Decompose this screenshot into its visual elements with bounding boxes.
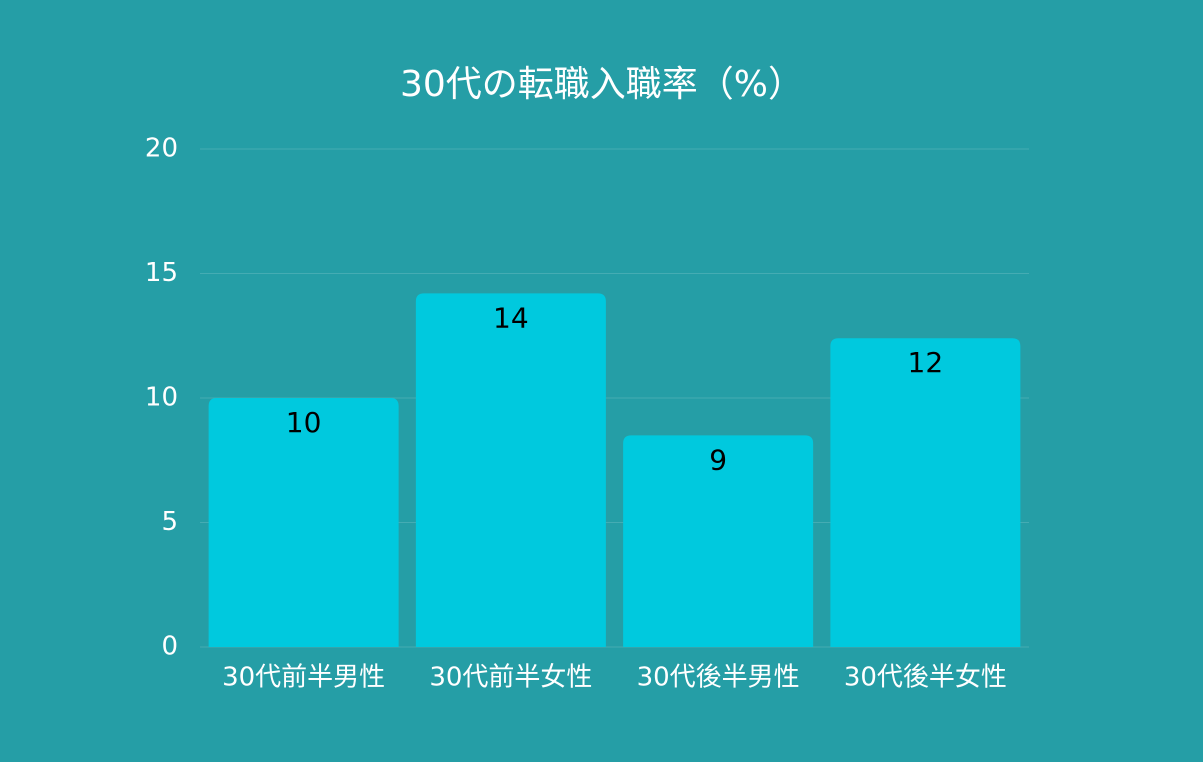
- x-tick-label: 30代後半男性: [637, 663, 800, 693]
- y-tick-label: 10: [145, 383, 178, 413]
- bar: [208, 398, 399, 647]
- y-tick-label: 15: [145, 258, 178, 288]
- y-tick-label: 5: [161, 507, 178, 537]
- y-tick-label: 0: [161, 632, 178, 662]
- value-label: 14: [493, 301, 529, 334]
- y-tick-label: 20: [145, 134, 178, 164]
- x-tick-label: 30代前半女性: [429, 663, 592, 693]
- x-tick-label: 30代前半男性: [222, 663, 385, 693]
- bar: [830, 338, 1021, 647]
- value-label: 9: [709, 443, 727, 476]
- value-label: 10: [286, 406, 322, 439]
- chart-title: 30代の転職入職率（%）: [400, 64, 804, 105]
- bar: [415, 293, 606, 647]
- bar: [623, 435, 814, 647]
- value-label: 12: [908, 346, 944, 379]
- x-tick-label: 30代後半女性: [844, 663, 1007, 693]
